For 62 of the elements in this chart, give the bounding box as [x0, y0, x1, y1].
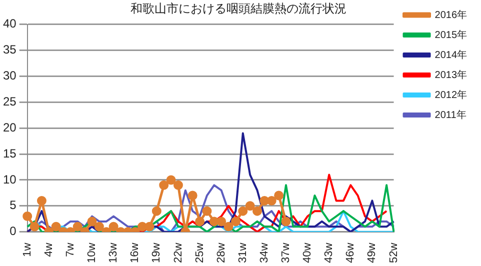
point: [281, 216, 291, 226]
point: [224, 222, 234, 232]
legend-label: 2013年: [434, 68, 468, 81]
y-tick-label: 10: [2, 172, 17, 186]
x-tick-label: 4w: [42, 242, 55, 257]
legend-label: 2016年: [434, 8, 468, 21]
legend-label: 2015年: [434, 28, 468, 41]
y-tick-label: 20: [2, 120, 17, 134]
y-tick-label: 25: [2, 94, 17, 108]
point: [152, 206, 162, 216]
x-tick-label: 22w: [172, 242, 184, 264]
point: [238, 206, 248, 216]
x-tick-label: 1w: [21, 242, 34, 257]
x-tick-label: 34w: [258, 242, 270, 264]
point: [159, 180, 169, 190]
legend-label: 2011年: [434, 108, 466, 121]
point: [216, 216, 226, 226]
point: [260, 196, 270, 206]
chart-title: 和歌山市における咽頭結膜熱の流行状況: [130, 2, 346, 16]
x-tick-label: 31w: [236, 242, 249, 264]
point: [188, 190, 198, 200]
y-tick-label: 5: [10, 198, 17, 212]
point: [94, 222, 104, 232]
x-tick-label: 19w: [150, 242, 163, 264]
x-tick-label: 40w: [302, 242, 314, 264]
x-tick-label: 10w: [86, 242, 98, 264]
point: [230, 216, 240, 226]
point: [202, 206, 212, 216]
point: [30, 222, 40, 232]
y-tick-label: 30: [2, 68, 17, 83]
y-tick-label: 0: [10, 224, 17, 238]
y-tick-label: 40: [2, 16, 17, 31]
point: [245, 201, 255, 211]
x-tick-label: 46w: [344, 242, 357, 264]
point: [195, 216, 205, 226]
point: [22, 212, 32, 222]
point: [72, 222, 82, 232]
x-tick-label: 43w: [323, 242, 336, 264]
x-tick-label: 37w: [280, 242, 292, 264]
point: [51, 222, 61, 232]
y-tick-label: 35: [2, 42, 17, 57]
point: [173, 180, 183, 190]
point: [87, 216, 97, 226]
legend-label: 2014年: [434, 48, 468, 61]
x-tick-label: 13w: [108, 242, 120, 264]
point: [166, 175, 176, 185]
x-tick-label: 49w: [366, 242, 378, 264]
point: [138, 222, 148, 232]
x-tick-label: 52w: [388, 242, 400, 264]
x-tick-label: 7w: [64, 242, 76, 257]
x-tick-label: 16w: [129, 242, 142, 264]
x-tick-label: 28w: [215, 242, 228, 264]
point: [252, 206, 262, 216]
legend-label: 2012年: [434, 88, 468, 101]
point: [274, 190, 284, 200]
point: [36, 196, 46, 206]
point: [144, 222, 154, 232]
x-tick-label: 25w: [194, 242, 206, 264]
point: [108, 222, 118, 232]
point: [266, 196, 276, 206]
point: [209, 216, 219, 226]
y-tick-label: 15: [2, 146, 17, 160]
